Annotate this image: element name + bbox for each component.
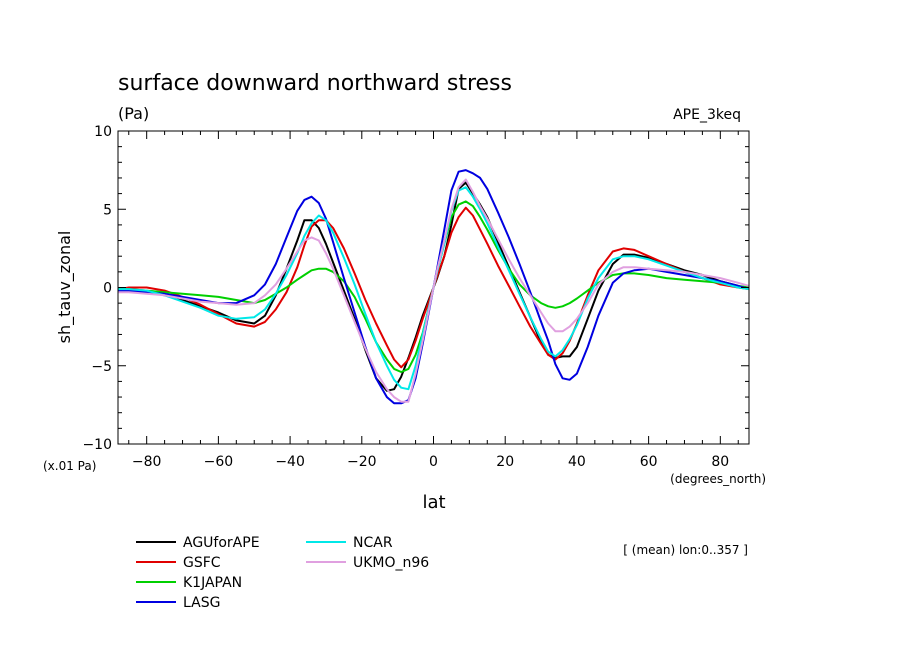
x-tick-label: 60 [640, 454, 658, 470]
legend-label: GSFC [183, 555, 221, 571]
y-tick-label: 0 [103, 281, 112, 297]
x-tick-label: 80 [711, 454, 729, 470]
legend-item-k1japan: K1JAPAN [136, 575, 242, 591]
legend: AGUforAPE GSFC K1JAPAN LASG NCAR UKMO_n96 [136, 535, 429, 611]
legend-item-gsfc: GSFC [136, 555, 221, 571]
y-tick-label: 10 [94, 124, 112, 140]
legend-label: NCAR [353, 535, 393, 551]
y-tick-label: −10 [82, 437, 112, 453]
y-tick-label: 5 [103, 202, 112, 218]
series-layer [118, 169, 749, 405]
x-tick-label: −40 [275, 454, 305, 470]
x-tick-label: 40 [568, 454, 586, 470]
legend-label: LASG [183, 595, 220, 611]
x-tick-label: 0 [429, 454, 438, 470]
legend-label: AGUforAPE [183, 535, 260, 551]
x-tick-labels: −80 −60 −40 −20 0 20 40 60 80 [132, 454, 729, 470]
experiment-label: APE_3keq [673, 107, 741, 123]
legend-item-aguforape: AGUforAPE [136, 535, 260, 551]
y-tick-labels: 10 5 0 −5 −10 [82, 124, 112, 453]
legend-label: UKMO_n96 [353, 555, 429, 571]
mean-note: [ (mean) lon:0..357 ] [623, 543, 748, 557]
x-axis-label: lat [422, 492, 445, 513]
x-tick-label: −20 [347, 454, 377, 470]
units-label: (Pa) [118, 104, 149, 123]
legend-item-ncar: NCAR [306, 535, 393, 551]
y-scale-label: (x.01 Pa) [43, 459, 96, 473]
legend-item-ukmo-n96: UKMO_n96 [306, 555, 429, 571]
x-tick-label: 20 [496, 454, 514, 470]
series-line-ukmo-n96 [118, 178, 749, 403]
y-tick-label: −5 [91, 359, 112, 375]
x-unit-label: (degrees_north) [670, 472, 766, 486]
legend-label: K1JAPAN [183, 575, 242, 591]
x-tick-label: −80 [132, 454, 162, 470]
legend-item-lasg: LASG [136, 595, 220, 611]
chart-title: surface downward northward stress [118, 71, 512, 96]
axis-ticks [118, 130, 749, 445]
x-tick-label: −60 [204, 454, 234, 470]
y-axis-label: sh_tauv_zonal [55, 231, 75, 344]
